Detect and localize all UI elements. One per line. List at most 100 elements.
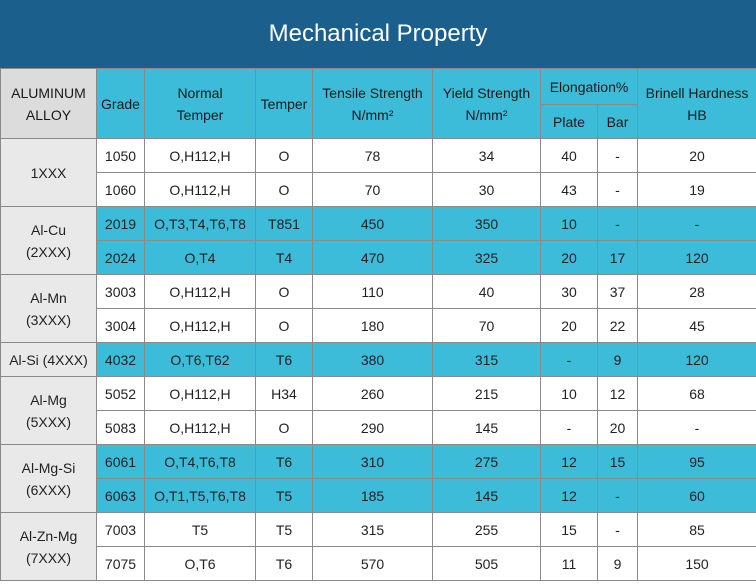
page-title: Mechanical Property xyxy=(0,0,756,68)
normal-temper-cell: O,T1,T5,T6,T8 xyxy=(144,478,256,513)
temper-cell: T851 xyxy=(255,206,313,241)
table-header: ALUMINUM ALLOY Grade Normal Temper Tempe… xyxy=(0,68,756,139)
yield-strength-cell: 255 xyxy=(432,512,541,547)
tensile-strength-cell: 180 xyxy=(312,308,433,343)
grade-cell: 7075 xyxy=(96,546,145,581)
tensile-strength-cell: 310 xyxy=(312,444,433,479)
header-normal-temper-line2: Temper xyxy=(176,106,224,123)
alloy-label: (3XXX) xyxy=(25,311,72,328)
elongation-plate-cell: 40 xyxy=(540,138,598,173)
header-temper: Temper xyxy=(255,68,313,139)
normal-temper-cell: O,T4 xyxy=(144,240,256,275)
temper-cell: H34 xyxy=(255,376,313,411)
elongation-bar-cell: - xyxy=(597,172,638,207)
yield-strength-cell: 40 xyxy=(432,274,541,309)
table-row: 6063 O,T1,T5,T6,T8 T5 185 145 12-60 xyxy=(1,478,756,513)
normal-temper-cell: O,H112,H xyxy=(144,138,256,173)
brinell-hardness-cell: 45 xyxy=(637,308,756,343)
normal-temper-cell: O,H112,H xyxy=(144,172,256,207)
elongation-bar-cell: - xyxy=(597,478,638,513)
alloy-label: 1XXX xyxy=(30,164,67,181)
normal-temper-cell: O,T4,T6,T8 xyxy=(144,444,256,479)
header-yield-strength: Yield Strength N/mm² xyxy=(432,68,541,139)
normal-temper-cell: T5 xyxy=(144,512,256,547)
alloy-label: (6XXX) xyxy=(25,481,72,498)
elongation-bar-cell: - xyxy=(597,206,638,241)
temper-cell: T6 xyxy=(255,342,313,377)
elongation-plate-cell: 10 xyxy=(540,206,598,241)
header-alloy-line2: ALLOY xyxy=(25,106,72,123)
normal-temper-cell: O,H112,H xyxy=(144,308,256,343)
tensile-strength-cell: 290 xyxy=(312,410,433,445)
elongation-bar-cell: 20 xyxy=(597,410,638,445)
elongation-bar-cell: 37 xyxy=(597,274,638,309)
brinell-hardness-cell: 95 xyxy=(637,444,756,479)
yield-strength-cell: 325 xyxy=(432,240,541,275)
elongation-plate-cell: 20 xyxy=(540,240,598,275)
table-row: Al-Cu (2XXX) 2019 O,T3,T4,T6,T8 T851 450 350 10… xyxy=(0,206,756,275)
normal-temper-cell: O,H112,H xyxy=(144,410,256,445)
elongation-bar-cell: 17 xyxy=(597,240,638,275)
brinell-hardness-cell: - xyxy=(637,410,756,445)
normal-temper-cell: O,T6 xyxy=(144,546,256,581)
brinell-hardness-cell: 60 xyxy=(637,478,756,513)
elongation-plate-cell: 10 xyxy=(540,376,598,411)
temper-cell: T5 xyxy=(255,512,313,547)
brinell-hardness-cell: 120 xyxy=(637,342,756,377)
brinell-hardness-cell: 150 xyxy=(637,546,756,581)
header-bar: Bar xyxy=(597,104,638,139)
temper-cell: T4 xyxy=(255,240,313,275)
header-grade: Grade xyxy=(96,68,145,139)
elongation-bar-cell: 12 xyxy=(597,376,638,411)
elongation-plate-cell: 30 xyxy=(540,274,598,309)
alloy-group-cell: Al-Cu (2XXX) xyxy=(0,206,97,275)
grade-cell: 6061 xyxy=(96,444,145,479)
yield-strength-cell: 34 xyxy=(432,138,541,173)
yield-strength-cell: 315 xyxy=(432,342,541,377)
alloy-group-cell: Al-Zn-Mg (7XXX) xyxy=(0,512,97,581)
header-yield-line2: N/mm² xyxy=(465,106,508,123)
temper-cell: O xyxy=(255,172,313,207)
tensile-strength-cell: 78 xyxy=(312,138,433,173)
grade-cell: 6063 xyxy=(96,478,145,513)
alloy-label: Al-Si (4XXX) xyxy=(9,351,88,368)
elongation-plate-cell: 20 xyxy=(540,308,598,343)
table-row: 1XXX 1050 O,H112,H O 78 34 40-20 xyxy=(0,138,756,207)
yield-strength-cell: 275 xyxy=(432,444,541,479)
yield-strength-cell: 145 xyxy=(432,478,541,513)
alloy-label: Al-Mg xyxy=(30,391,67,408)
elongation-bar-cell: - xyxy=(597,138,638,173)
header-tensile-line1: Tensile Strength xyxy=(322,84,423,101)
temper-cell: T6 xyxy=(255,444,313,479)
alloy-label: Al-Mg-Si xyxy=(21,459,76,476)
alloy-label: Al-Cu xyxy=(30,221,66,238)
temper-cell: O xyxy=(255,274,313,309)
header-normal-temper-line1: Normal xyxy=(177,84,223,101)
header-tensile-line2: N/mm² xyxy=(351,106,394,123)
normal-temper-cell: O,H112,H xyxy=(144,376,256,411)
grade-cell: 3004 xyxy=(96,308,145,343)
alloy-group-cell: Al-Mg-Si (6XXX) xyxy=(0,444,97,513)
yield-strength-cell: 70 xyxy=(432,308,541,343)
alloy-label: Al-Mn xyxy=(30,289,67,306)
tensile-strength-cell: 315 xyxy=(312,512,433,547)
grade-cell: 5083 xyxy=(96,410,145,445)
elongation-plate-cell: 15 xyxy=(540,512,598,547)
alloy-group-cell: 1XXX xyxy=(0,138,97,207)
elongation-plate-cell: 12 xyxy=(540,444,598,479)
tensile-strength-cell: 185 xyxy=(312,478,433,513)
elongation-plate-cell: - xyxy=(540,410,598,445)
table-row: Al-Mg (5XXX) 5052 O,H112,H H34 260 215 10 12 68 xyxy=(0,376,756,445)
elongation-plate-cell: 12 xyxy=(540,478,598,513)
yield-strength-cell: 215 xyxy=(432,376,541,411)
alloy-label: (2XXX) xyxy=(25,243,72,260)
temper-cell: O xyxy=(255,410,313,445)
tensile-strength-cell: 570 xyxy=(312,546,433,581)
brinell-hardness-cell: 20 xyxy=(637,138,756,173)
grade-cell: 3003 xyxy=(96,274,145,309)
yield-strength-cell: 30 xyxy=(432,172,541,207)
yield-strength-cell: 145 xyxy=(432,410,541,445)
elongation-bar-cell: - xyxy=(597,512,638,547)
table-row: 2024 O,T4 T4 470 325 20 17 120 xyxy=(1,240,756,275)
header-brinell-line1: Brinell Hardness xyxy=(645,84,749,101)
